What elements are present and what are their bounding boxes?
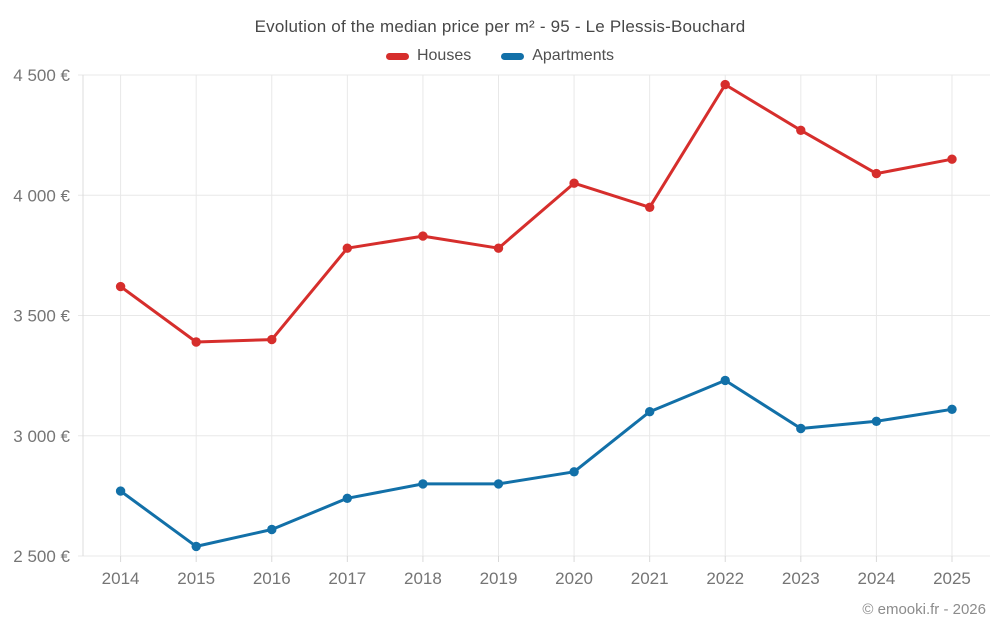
data-point-apartments-2016[interactable] bbox=[267, 524, 277, 535]
series-line-houses bbox=[119, 83, 954, 344]
legend: Houses Apartments bbox=[0, 47, 1000, 65]
data-point-apartments-2025[interactable] bbox=[947, 404, 957, 414]
data-point-apartments-2014[interactable] bbox=[115, 486, 126, 496]
y-axis-tick-label: 4 000 € bbox=[13, 186, 70, 205]
copyright-footer: © emooki.fr - 2026 bbox=[862, 601, 986, 618]
houses-legend-marker-icon bbox=[385, 52, 409, 60]
data-point-apartments-2015[interactable] bbox=[191, 541, 201, 552]
data-point-houses-2016[interactable] bbox=[267, 334, 277, 345]
x-axis-tick-label: 2022 bbox=[706, 569, 744, 588]
y-axis-tick-label: 4 500 € bbox=[13, 66, 70, 85]
x-axis-tick-label: 2025 bbox=[933, 569, 971, 588]
chart-title: Evolution of the median price per m² - 9… bbox=[254, 17, 746, 36]
data-point-houses-2018[interactable] bbox=[418, 231, 428, 241]
data-point-houses-2019[interactable] bbox=[493, 243, 504, 253]
x-axis-tick-label: 2015 bbox=[177, 569, 215, 588]
data-point-apartments-2022[interactable] bbox=[720, 375, 730, 386]
data-point-apartments-2018[interactable] bbox=[418, 479, 428, 489]
y-axis-tick-label: 3 500 € bbox=[13, 307, 70, 326]
series-line-apartments bbox=[119, 378, 954, 548]
x-axis-tick-label: 2023 bbox=[782, 569, 820, 588]
data-point-apartments-2021[interactable] bbox=[645, 407, 655, 417]
data-point-houses-2023[interactable] bbox=[796, 125, 806, 135]
y-axis-tick-label: 2 500 € bbox=[13, 547, 70, 566]
data-point-apartments-2023[interactable] bbox=[796, 423, 806, 434]
data-point-houses-2022[interactable] bbox=[720, 79, 730, 90]
data-point-apartments-2017[interactable] bbox=[342, 493, 352, 503]
y-axis-tick-label: 3 000 € bbox=[13, 427, 70, 446]
data-point-houses-2024[interactable] bbox=[871, 168, 882, 179]
data-point-houses-2015[interactable] bbox=[191, 337, 201, 347]
data-point-houses-2021[interactable] bbox=[645, 202, 655, 212]
data-point-houses-2020[interactable] bbox=[569, 178, 579, 188]
data-point-houses-2017[interactable] bbox=[342, 243, 352, 253]
x-axis-tick-label: 2020 bbox=[555, 569, 593, 588]
data-point-apartments-2020[interactable] bbox=[569, 467, 579, 477]
x-axis-tick-label: 2014 bbox=[102, 569, 140, 588]
apartments-legend-label: Apartments bbox=[532, 47, 615, 64]
data-point-houses-2014[interactable] bbox=[115, 281, 126, 292]
x-axis-tick-label: 2021 bbox=[631, 569, 669, 588]
data-point-apartments-2024[interactable] bbox=[871, 416, 882, 426]
x-axis-tick-label: 2018 bbox=[404, 569, 442, 588]
x-axis-tick-label: 2024 bbox=[857, 569, 895, 588]
legend-item-houses[interactable]: Houses bbox=[385, 47, 472, 65]
x-axis-tick-label: 2017 bbox=[328, 569, 366, 588]
apartments-legend-marker-icon bbox=[501, 52, 525, 60]
legend-item-apartments[interactable]: Apartments bbox=[501, 47, 614, 65]
x-axis-tick-label: 2016 bbox=[253, 569, 291, 588]
x-axis-tick-label: 2019 bbox=[480, 569, 518, 588]
houses-legend-label: Houses bbox=[416, 47, 472, 64]
data-point-houses-2025[interactable] bbox=[947, 154, 957, 164]
data-point-apartments-2019[interactable] bbox=[493, 479, 504, 489]
